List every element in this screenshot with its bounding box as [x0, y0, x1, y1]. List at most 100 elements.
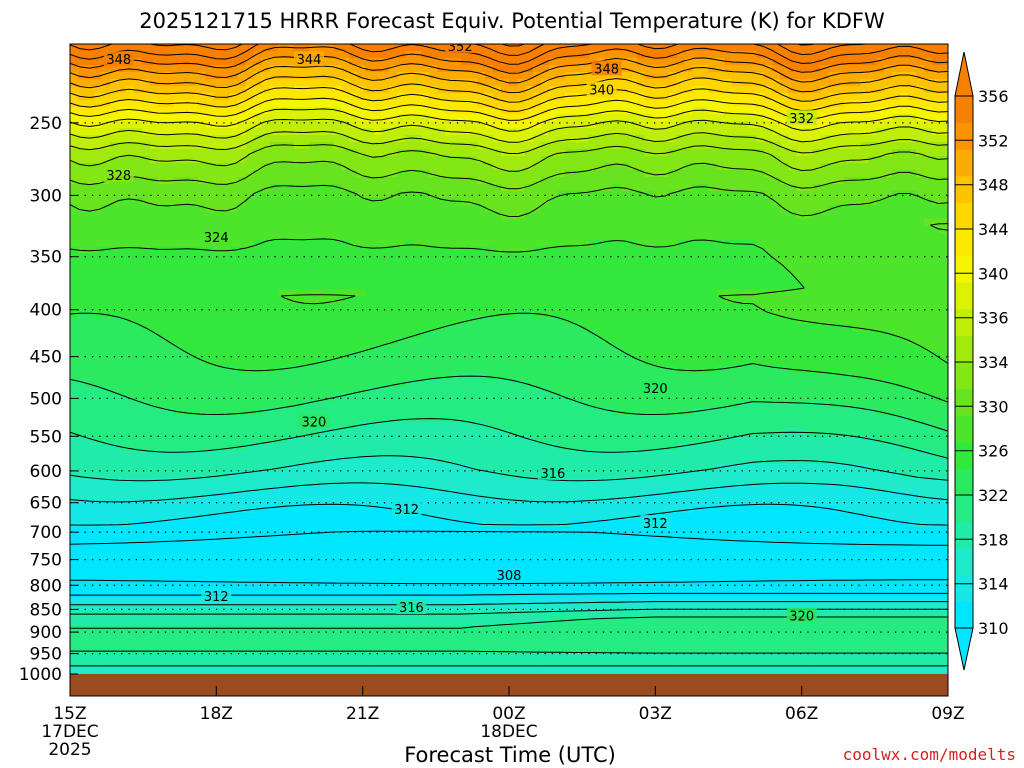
color-cell — [109, 247, 119, 255]
color-cell — [748, 345, 758, 353]
color-cell — [684, 121, 694, 129]
color-cell — [532, 345, 542, 353]
color-cell — [604, 191, 614, 199]
color-cell — [812, 317, 821, 325]
color-cell — [924, 331, 933, 339]
color-cell — [461, 184, 470, 192]
color-cell — [93, 219, 103, 227]
color-cell — [229, 86, 239, 94]
color-cell — [469, 212, 478, 220]
color-cell — [884, 72, 893, 80]
color-cell — [157, 310, 167, 318]
color-cell — [836, 317, 845, 325]
color-cell — [437, 100, 446, 108]
color-cell — [181, 191, 191, 199]
color-cell — [548, 191, 558, 199]
color-cell — [756, 212, 766, 220]
color-cell — [469, 219, 478, 227]
color-cell — [389, 289, 398, 297]
color-cell — [141, 44, 151, 52]
color-cell — [828, 107, 837, 115]
color-cell — [141, 51, 151, 59]
color-cell — [373, 233, 382, 241]
color-cell — [660, 331, 670, 339]
color-cell — [796, 296, 805, 304]
color-cell — [341, 65, 350, 73]
color-cell — [652, 163, 662, 171]
color-cell — [373, 156, 382, 164]
color-cell — [389, 156, 398, 164]
color-cell — [509, 128, 518, 136]
color-cell — [365, 219, 374, 227]
color-cell — [732, 303, 742, 311]
color-cell — [365, 156, 374, 164]
color-cell — [253, 261, 263, 269]
color-cell — [692, 261, 702, 269]
color-cell — [181, 310, 191, 318]
color-cell — [477, 296, 486, 304]
color-cell — [245, 261, 255, 269]
color-cell — [740, 72, 750, 80]
color-cell — [540, 219, 550, 227]
color-cell — [133, 310, 143, 318]
color-cell — [660, 282, 670, 290]
color-cell — [333, 156, 342, 164]
color-cell — [509, 51, 518, 59]
color-cell — [884, 331, 893, 339]
color-cell — [788, 345, 797, 353]
color-cell — [229, 289, 239, 297]
color-cell — [93, 163, 103, 171]
color-cell — [509, 93, 518, 101]
color-cell — [580, 268, 590, 276]
color-cell — [101, 359, 111, 367]
color-cell — [405, 198, 414, 206]
color-cell — [740, 275, 750, 283]
color-cell — [389, 303, 398, 311]
color-cell — [149, 100, 159, 108]
color-cell — [636, 233, 646, 241]
color-cell — [668, 44, 678, 52]
color-cell — [413, 79, 422, 87]
color-cell — [660, 51, 670, 59]
color-cell — [213, 352, 223, 360]
color-cell — [724, 121, 734, 129]
color-cell — [397, 289, 406, 297]
color-cell — [692, 156, 702, 164]
color-cell — [900, 345, 909, 353]
color-cell — [269, 100, 279, 108]
color-cell — [501, 65, 510, 73]
color-cell — [740, 156, 750, 164]
color-cell — [644, 345, 654, 353]
color-cell — [540, 72, 550, 80]
color-cell — [133, 184, 143, 192]
color-cell — [764, 142, 773, 150]
color-cell — [389, 142, 398, 150]
color-cell — [692, 352, 702, 360]
color-cell — [668, 58, 678, 66]
color-cell — [636, 317, 646, 325]
color-cell — [892, 226, 901, 234]
color-cell — [421, 44, 430, 52]
color-cell — [325, 142, 334, 150]
color-cell — [796, 303, 805, 311]
color-cell — [692, 198, 702, 206]
color-cell — [181, 51, 191, 59]
color-cell — [700, 44, 710, 52]
color-cell — [317, 247, 327, 255]
color-cell — [652, 79, 662, 87]
color-cell — [780, 331, 789, 339]
color-cell — [684, 184, 694, 192]
color-cell — [700, 303, 710, 311]
color-cell — [892, 317, 901, 325]
color-cell — [277, 268, 287, 276]
color-cell — [700, 240, 710, 248]
color-cell — [828, 163, 837, 171]
color-cell — [309, 282, 319, 290]
color-cell — [109, 79, 119, 87]
color-cell — [325, 177, 334, 185]
color-cell — [820, 100, 829, 108]
color-cell — [788, 65, 797, 73]
color-cell — [540, 65, 550, 73]
color-cell — [764, 72, 773, 80]
color-cell — [445, 317, 454, 325]
